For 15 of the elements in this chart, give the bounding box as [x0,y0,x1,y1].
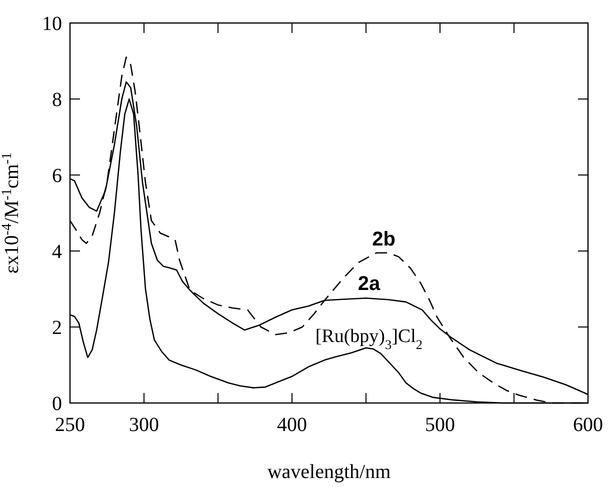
x-tick-label: 400 [277,414,307,436]
x-tick-label: 300 [129,414,159,436]
series-label: 2a [358,272,381,295]
y-tick-label: 2 [52,317,62,339]
x-tick-label: 250 [55,414,85,436]
y-tick-label: 0 [52,393,62,415]
x-tick-label: 600 [573,414,603,436]
series-label: 2b [372,228,396,250]
y-tick-label: 4 [52,241,62,263]
x-axis-title: wavelength/nm [267,461,392,483]
y-tick-label: 6 [52,165,62,187]
series-label: [Ru(bpy)$_{3}$]Cl$_{2}$ [315,326,423,352]
x-tick-label: 500 [425,414,455,436]
y-tick-label: 8 [52,89,62,111]
y-tick-label: 10 [42,13,62,35]
